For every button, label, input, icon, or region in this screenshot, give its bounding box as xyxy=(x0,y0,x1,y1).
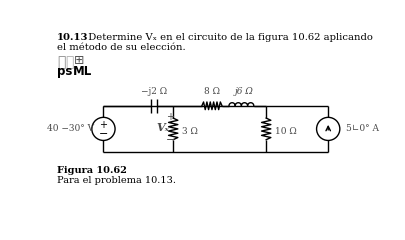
Text: ⧗: ⧗ xyxy=(57,55,65,69)
Text: 3 Ω: 3 Ω xyxy=(182,127,198,137)
Text: Determine Vₓ en el circuito de la figura 10.62 aplicando: Determine Vₓ en el circuito de la figura… xyxy=(81,33,372,42)
Text: ps: ps xyxy=(57,65,72,78)
Text: j6 Ω: j6 Ω xyxy=(234,87,253,96)
Text: 5∟0° A: 5∟0° A xyxy=(345,124,378,133)
Text: −: − xyxy=(165,135,175,145)
Text: ⊞: ⊞ xyxy=(74,54,84,67)
Text: +: + xyxy=(99,120,107,130)
Text: el método de su elección.: el método de su elección. xyxy=(57,43,185,52)
Text: Vₓ: Vₓ xyxy=(156,122,168,133)
Text: +: + xyxy=(166,112,174,122)
Text: ⧗: ⧗ xyxy=(65,55,74,69)
Text: −j2 Ω: −j2 Ω xyxy=(141,87,166,96)
Text: Para el problema 10.13.: Para el problema 10.13. xyxy=(57,176,175,185)
Text: 10.13: 10.13 xyxy=(57,33,88,42)
Text: Figura 10.62: Figura 10.62 xyxy=(57,166,126,175)
Text: −: − xyxy=(98,129,108,138)
Text: ML: ML xyxy=(72,65,92,78)
Text: 40 −30° V: 40 −30° V xyxy=(47,124,94,133)
Text: 10 Ω: 10 Ω xyxy=(275,127,296,137)
Text: 8 Ω: 8 Ω xyxy=(203,87,220,96)
